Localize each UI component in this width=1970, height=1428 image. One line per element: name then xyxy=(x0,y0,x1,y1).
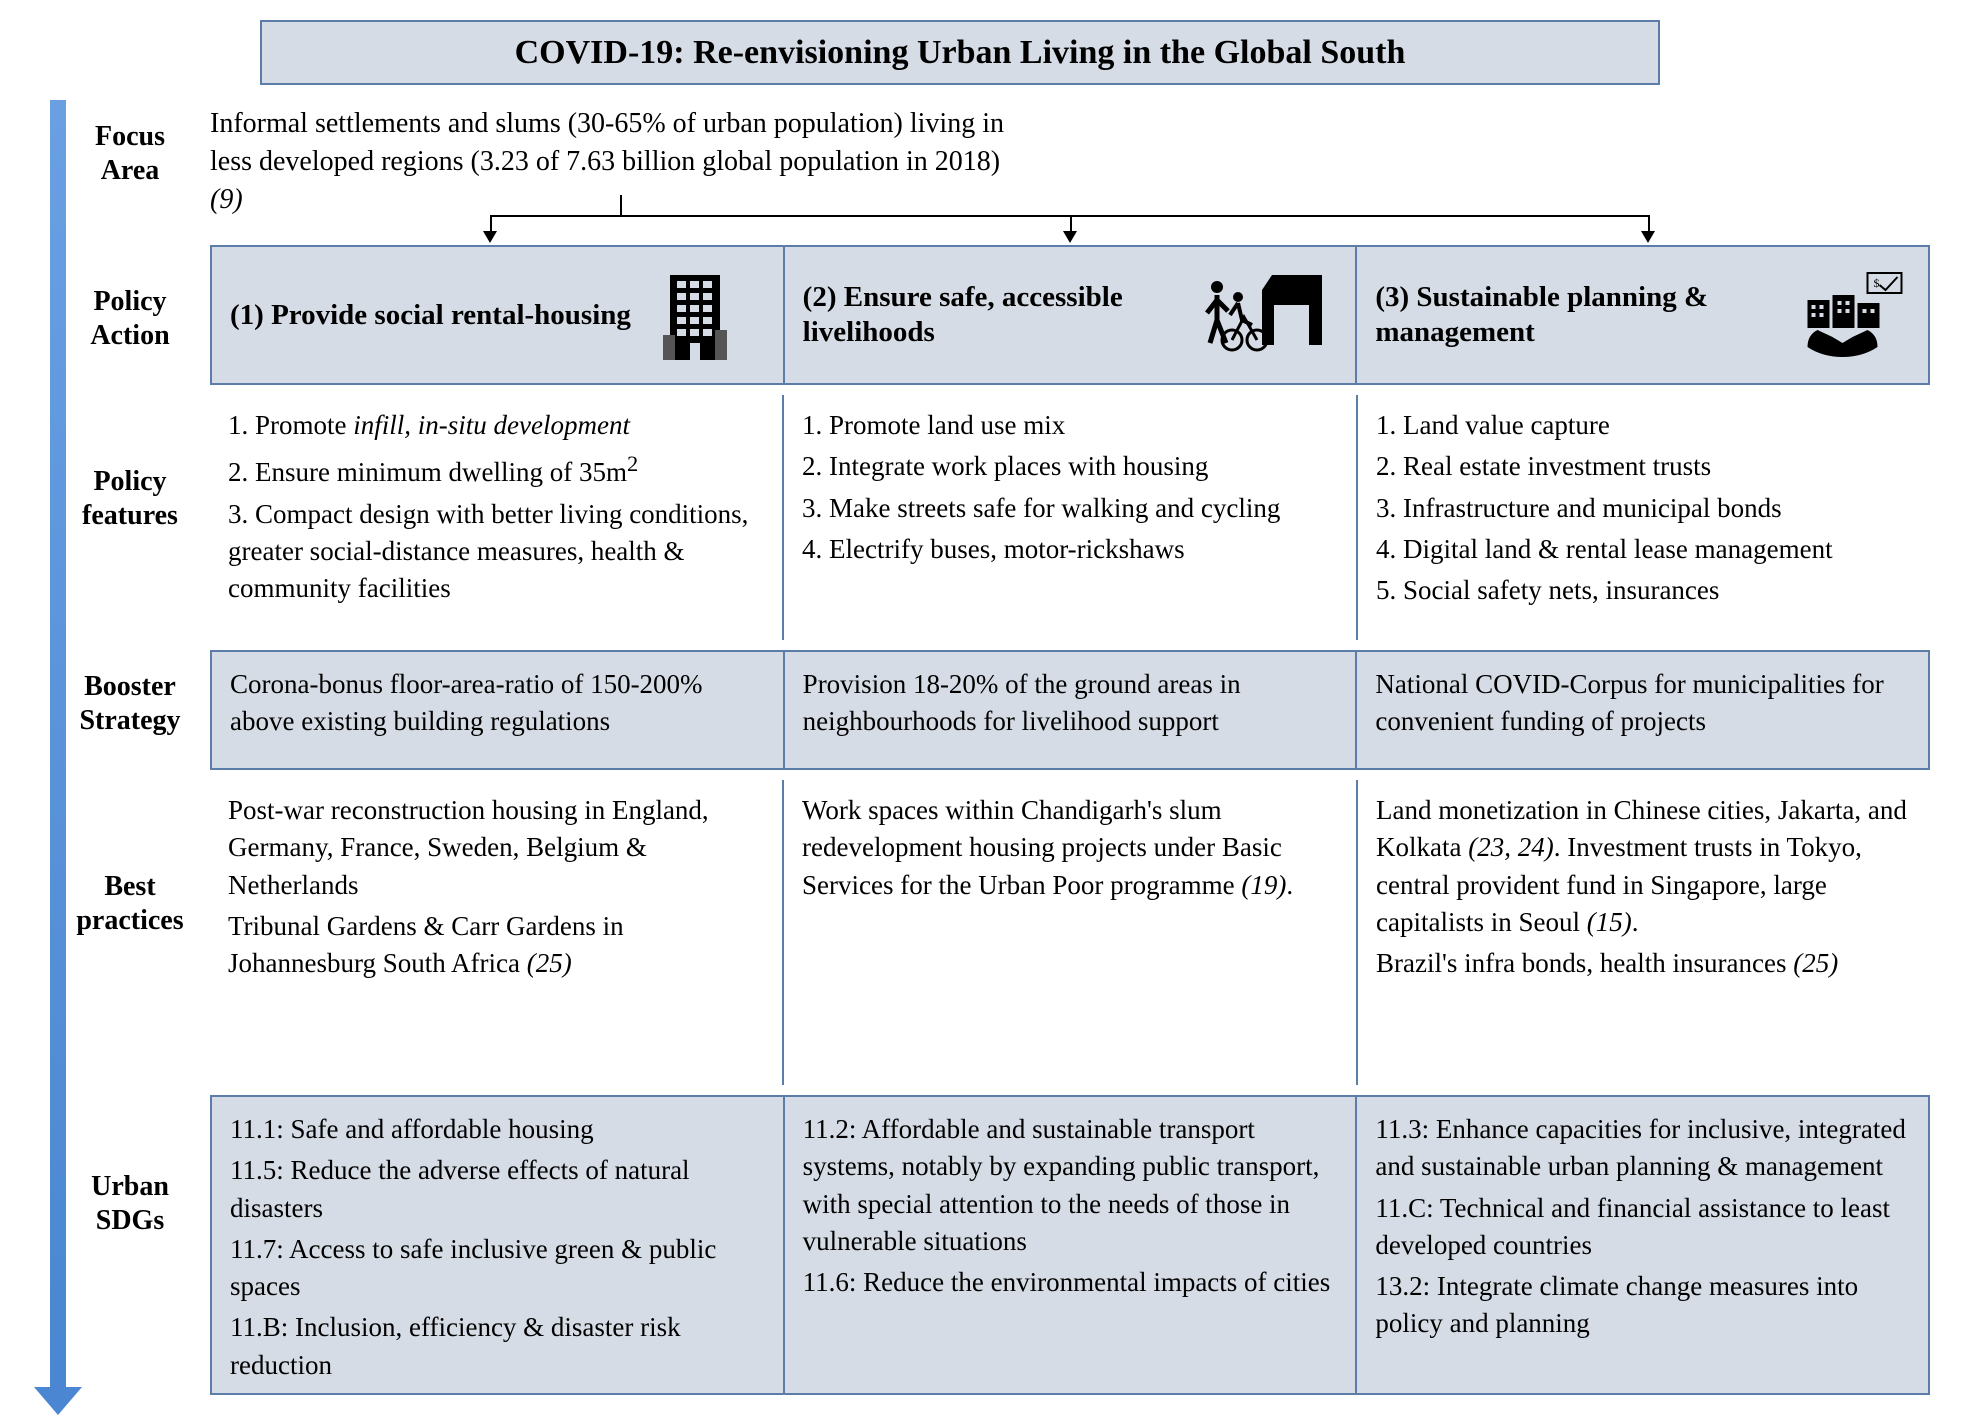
policy-cell-1: (1) Provide social rental-housing xyxy=(212,247,785,383)
sdg-bar: 11.1: Safe and affordable housing11.5: R… xyxy=(210,1095,1930,1395)
label-policy-action: Policy Action xyxy=(70,285,190,352)
title-text: COVID-19: Re-envisioning Urban Living in… xyxy=(515,34,1406,72)
branch-stem xyxy=(620,195,622,215)
booster-bar: Corona-bonus floor-area-ratio of 150-200… xyxy=(210,650,1930,770)
sdg-col-3: 11.3: Enhance capacities for inclusive, … xyxy=(1357,1097,1928,1393)
label-policy-features: Policy features xyxy=(70,465,190,532)
building-icon xyxy=(645,265,745,365)
label-best-practices: Best practices xyxy=(70,870,190,937)
booster-col-3: National COVID-Corpus for municipalities… xyxy=(1357,652,1928,768)
features-col-3: 1. Land value capture2. Real estate inve… xyxy=(1358,395,1930,640)
focus-area-body: Informal settlements and slums (30-65% o… xyxy=(210,108,1004,177)
best-col-3: Land monetization in Chinese cities, Jak… xyxy=(1358,780,1930,1085)
best-practices-row: Post-war reconstruction housing in Engla… xyxy=(210,780,1930,1085)
policy-cell-3: (3) Sustainable planning & management $ xyxy=(1357,247,1928,383)
vertical-flow-arrow xyxy=(50,100,66,1390)
focus-area-ref: (9) xyxy=(210,184,243,215)
policy-action-bar: (1) Provide social rental-housing (2) En… xyxy=(210,245,1930,385)
best-col-1: Post-war reconstruction housing in Engla… xyxy=(210,780,782,1085)
branch-arrowhead-3 xyxy=(1641,231,1655,243)
features-col-2: 1. Promote land use mix2. Integrate work… xyxy=(784,395,1356,640)
livelihoods-icon xyxy=(1197,265,1337,365)
label-booster: Booster Strategy xyxy=(70,670,190,737)
branch-arrowhead-1 xyxy=(483,231,497,243)
booster-col-1: Corona-bonus floor-area-ratio of 150-200… xyxy=(212,652,785,768)
policy-features-row: 1. Promote infill, in-situ development2.… xyxy=(210,395,1930,640)
features-col-1: 1. Promote infill, in-situ development2.… xyxy=(210,395,782,640)
policy-title-2: (2) Ensure safe, accessible livelihoods xyxy=(803,280,1184,350)
branch-arrowhead-2 xyxy=(1063,231,1077,243)
booster-col-2: Provision 18-20% of the ground areas in … xyxy=(785,652,1358,768)
svg-text:$: $ xyxy=(1874,276,1880,290)
diagram-canvas: COVID-19: Re-envisioning Urban Living in… xyxy=(20,20,1950,1408)
policy-title-3: (3) Sustainable planning & management xyxy=(1375,280,1781,350)
diagram-title: COVID-19: Re-envisioning Urban Living in… xyxy=(260,20,1660,85)
best-col-2: Work spaces within Chandigarh's slum red… xyxy=(784,780,1356,1085)
policy-title-1: (1) Provide social rental-housing xyxy=(230,298,631,333)
policy-cell-2: (2) Ensure safe, accessible livelihoods xyxy=(785,247,1358,383)
label-urban-sdgs: Urban SDGs xyxy=(70,1170,190,1237)
planning-icon: $ xyxy=(1795,265,1910,365)
sdg-col-2: 11.2: Affordable and sustainable transpo… xyxy=(785,1097,1358,1393)
label-focus-area: Focus Area xyxy=(70,120,190,187)
sdg-col-1: 11.1: Safe and affordable housing11.5: R… xyxy=(212,1097,785,1393)
